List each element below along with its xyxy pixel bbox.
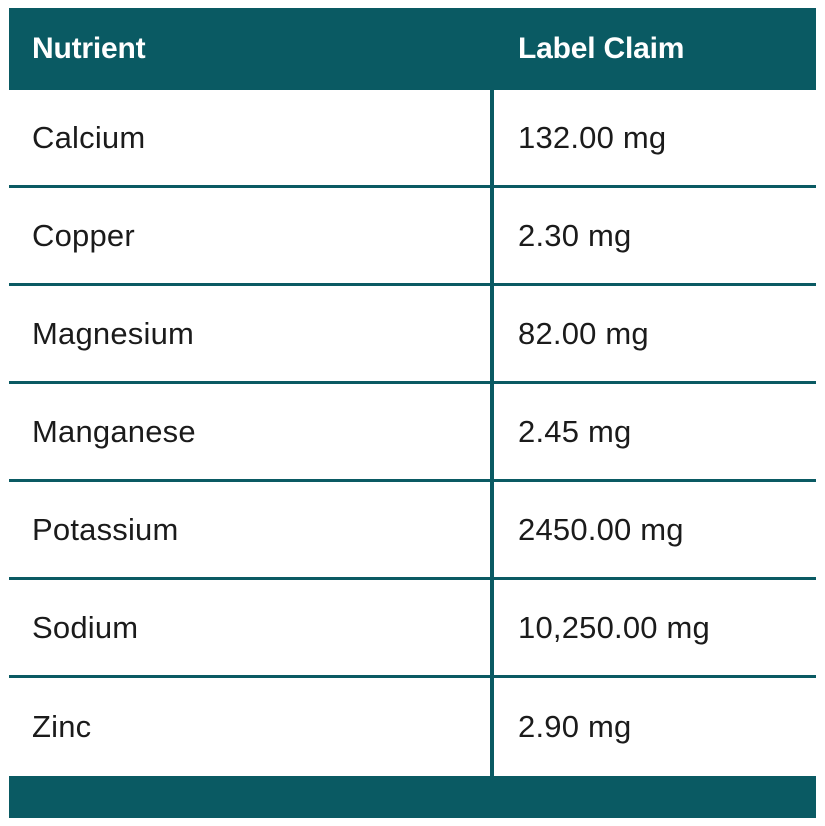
nutrient-label-claim-table: Nutrient Label Claim Calcium 132.00 mg Cop… bbox=[9, 8, 816, 818]
cell-nutrient: Calcium bbox=[9, 90, 490, 185]
cell-nutrient: Potassium bbox=[9, 482, 490, 577]
table-row: Zinc 2.90 mg bbox=[9, 678, 816, 776]
cell-label-claim: 2450.00 mg bbox=[494, 482, 816, 577]
cell-label-claim: 132.00 mg bbox=[494, 90, 816, 185]
cell-nutrient: Copper bbox=[9, 188, 490, 283]
cell-label-claim: 2.90 mg bbox=[494, 678, 816, 776]
table-row: Magnesium 82.00 mg bbox=[9, 286, 816, 384]
table-body: Calcium 132.00 mg Copper 2.30 mg Magnesium 82… bbox=[9, 90, 816, 818]
cell-nutrient: Manganese bbox=[9, 384, 490, 479]
cell-label-claim: 2.45 mg bbox=[494, 384, 816, 479]
cell-label-claim: 82.00 mg bbox=[494, 286, 816, 381]
table-row: Calcium 132.00 mg bbox=[9, 90, 816, 188]
cell-label-claim: 2.30 mg bbox=[494, 188, 816, 283]
table-header-row: Nutrient Label Claim bbox=[9, 8, 816, 90]
column-header-label-claim: Label Claim bbox=[518, 32, 685, 65]
cell-nutrient: Sodium bbox=[9, 580, 490, 675]
table-row: Potassium 2450.00 mg bbox=[9, 482, 816, 580]
cell-nutrient: Magnesium bbox=[9, 286, 490, 381]
column-header-nutrient: Nutrient bbox=[32, 32, 146, 65]
table-row: Manganese 2.45 mg bbox=[9, 384, 816, 482]
cell-label-claim: 10,250.00 mg bbox=[494, 580, 816, 675]
table-row: Copper 2.30 mg bbox=[9, 188, 816, 286]
cell-nutrient: Zinc bbox=[9, 678, 490, 776]
table-row: Sodium 10,250.00 mg bbox=[9, 580, 816, 678]
